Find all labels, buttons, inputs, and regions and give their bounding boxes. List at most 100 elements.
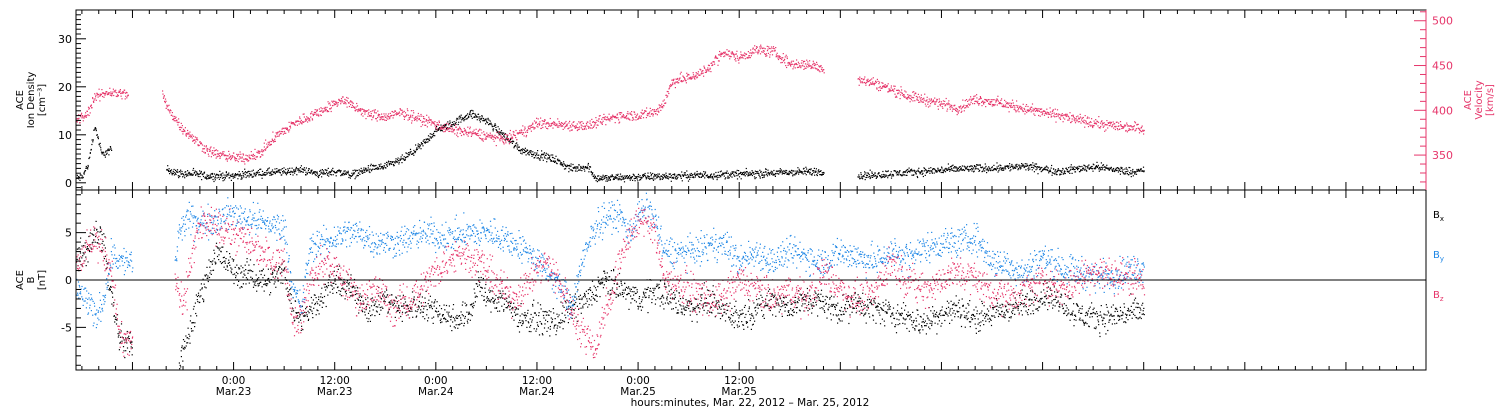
top-left-point [344, 174, 346, 176]
bottom-bx-point [189, 335, 191, 337]
top-left-point [740, 171, 742, 173]
top-right-point [275, 136, 277, 138]
top-right-point [803, 68, 805, 70]
top-right-point [368, 109, 370, 111]
top-right-point [380, 116, 382, 118]
top-left-point [875, 177, 877, 179]
top-right-point [622, 115, 624, 117]
top-left-point [781, 173, 783, 175]
top-right-point [377, 114, 379, 116]
top-right-point [872, 77, 874, 79]
top-left-point [560, 164, 562, 166]
top-right-point [238, 158, 240, 160]
top-left-point [798, 168, 800, 170]
top-left-point [181, 172, 183, 175]
top-right-point [512, 137, 514, 139]
top-left-point [241, 171, 244, 173]
top-left-point [603, 176, 605, 178]
top-right-point [980, 97, 982, 99]
top-left-point [630, 176, 632, 178]
top-left-point [743, 173, 746, 175]
top-left-point [775, 173, 777, 175]
top-right-point [915, 95, 917, 98]
top-left-point [671, 176, 674, 179]
top-left-point [394, 161, 396, 163]
top-right-point [125, 95, 127, 97]
top-left-point [587, 162, 589, 165]
top-right-point [368, 114, 371, 117]
bottom-bx-point [204, 274, 206, 276]
top-left-point [914, 170, 916, 172]
top-right-point [961, 110, 963, 112]
top-left-point [966, 166, 968, 168]
bottom-bx-point [246, 258, 248, 260]
top-right-point [641, 109, 643, 111]
top-left-point [196, 172, 198, 174]
top-right-point [1051, 112, 1053, 114]
top-left-point [212, 175, 214, 178]
top-right-point [367, 113, 369, 115]
top-left-point [1143, 171, 1145, 173]
top-left-point [1071, 172, 1073, 174]
top-left-point [323, 171, 325, 173]
top-right-point [329, 108, 331, 110]
top-right-point [1110, 122, 1112, 124]
top-left-point [438, 127, 440, 129]
top-right-point [707, 64, 710, 66]
top-left-point [239, 174, 241, 176]
top-left-point [655, 175, 657, 177]
top-left-point [255, 175, 257, 177]
top-left-point [244, 174, 246, 176]
bottom-bx-point [221, 261, 223, 264]
top-right-point [890, 87, 892, 89]
top-right-point [1035, 107, 1037, 110]
top-right-point [1086, 117, 1088, 119]
top-right-point [490, 137, 492, 139]
top-right-point [214, 153, 216, 155]
top-right-point [303, 121, 305, 123]
bottom-bx-point [84, 242, 86, 244]
top-right-point [464, 130, 466, 132]
top-left-point [313, 171, 315, 173]
top-right-point [1058, 117, 1060, 119]
top-right-point [478, 129, 480, 131]
bottom-bx-point [232, 260, 234, 262]
top-right-point [88, 114, 90, 117]
bottom-bx-point [229, 264, 231, 266]
top-right-point [1135, 129, 1137, 131]
top-right-point [493, 140, 495, 142]
top-right-point [590, 127, 592, 129]
top-left-point [383, 165, 385, 167]
top-right-point [691, 77, 693, 79]
top-left-point [1135, 173, 1138, 175]
top-right-point [1029, 107, 1031, 109]
top-right-point [383, 113, 385, 115]
top-right-point [352, 102, 354, 104]
top-left-point [582, 165, 584, 167]
top-right-point [340, 103, 342, 105]
top-left-point [225, 171, 227, 173]
top-right-point [616, 113, 618, 115]
top-left-point [208, 176, 210, 178]
bottom-bx-point [218, 259, 220, 261]
top-right-point [110, 91, 112, 93]
top-left-point [579, 169, 581, 171]
top-left-point [178, 175, 180, 177]
top-right-point [1129, 125, 1131, 127]
top-right-point [659, 105, 661, 107]
top-left-point [722, 172, 724, 174]
top-left-point [436, 130, 438, 133]
top-right-point [386, 117, 388, 119]
top-left-point [721, 174, 723, 176]
top-left-point [1140, 168, 1142, 170]
top-left-point [654, 178, 656, 180]
top-left-point [770, 170, 772, 172]
top-right-point [737, 57, 739, 59]
top-left-point [332, 174, 334, 176]
top-left-point [513, 141, 515, 143]
top-right-point [407, 110, 409, 112]
top-left-point [339, 171, 341, 173]
top-left-point [1029, 164, 1031, 167]
top-right-point [76, 121, 78, 123]
top-left-point [424, 142, 426, 144]
